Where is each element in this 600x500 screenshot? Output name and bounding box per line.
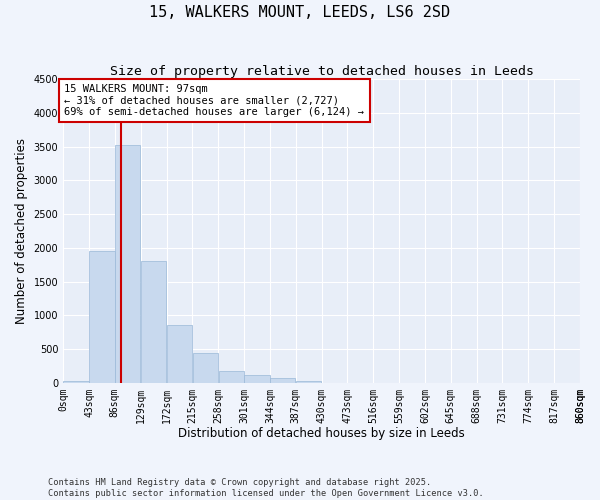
X-axis label: Distribution of detached houses by size in Leeds: Distribution of detached houses by size … <box>178 427 465 440</box>
Bar <box>89 251 115 382</box>
Bar <box>115 146 140 382</box>
Bar <box>270 378 295 382</box>
Bar <box>244 376 269 382</box>
Bar <box>167 324 192 382</box>
Text: 15, WALKERS MOUNT, LEEDS, LS6 2SD: 15, WALKERS MOUNT, LEEDS, LS6 2SD <box>149 5 451 20</box>
Text: 15 WALKERS MOUNT: 97sqm
← 31% of detached houses are smaller (2,727)
69% of semi: 15 WALKERS MOUNT: 97sqm ← 31% of detache… <box>64 84 364 117</box>
Bar <box>296 380 321 382</box>
Title: Size of property relative to detached houses in Leeds: Size of property relative to detached ho… <box>110 65 533 78</box>
Text: Contains HM Land Registry data © Crown copyright and database right 2025.
Contai: Contains HM Land Registry data © Crown c… <box>48 478 484 498</box>
Bar <box>218 371 244 382</box>
Bar <box>64 380 89 382</box>
Y-axis label: Number of detached properties: Number of detached properties <box>15 138 28 324</box>
Bar <box>193 353 218 382</box>
Bar <box>141 262 166 382</box>
